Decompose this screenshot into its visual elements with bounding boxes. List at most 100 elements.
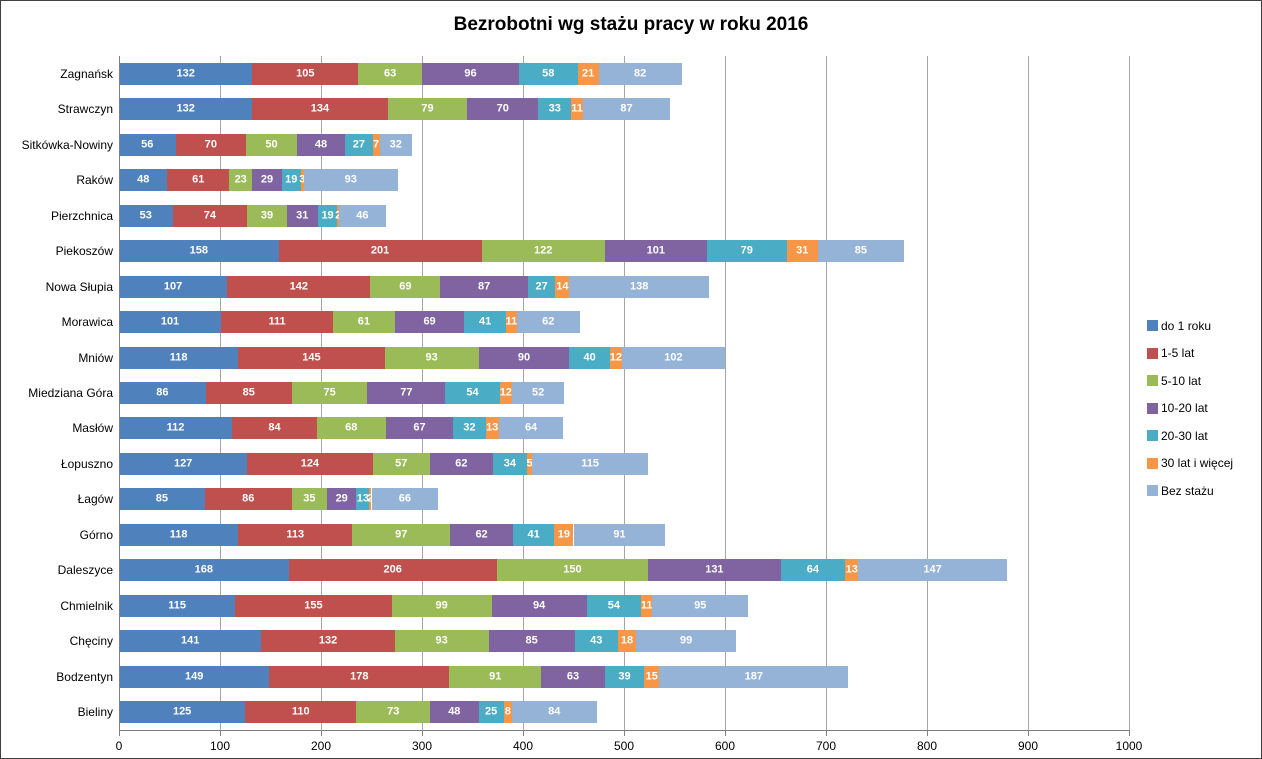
bar-segment: 62 bbox=[430, 452, 493, 475]
bar-segment: 61 bbox=[167, 169, 230, 192]
bar-segment: 70 bbox=[175, 133, 247, 156]
bar-segment: 23 bbox=[229, 169, 253, 192]
bar-segment: 62 bbox=[516, 311, 580, 334]
bar-segment: 132 bbox=[261, 630, 395, 653]
legend-item: do 1 roku bbox=[1147, 312, 1233, 340]
bar-segment: 147 bbox=[858, 559, 1007, 582]
bar-value-label: 118 bbox=[169, 528, 188, 541]
bar-value-label: 39 bbox=[618, 670, 631, 683]
legend-label: 30 lat i więcej bbox=[1161, 456, 1234, 471]
bar-segment: 79 bbox=[706, 240, 787, 263]
bar-segment: 15 bbox=[644, 665, 660, 688]
bar-segment: 61 bbox=[333, 311, 395, 334]
bar-segment: 94 bbox=[491, 594, 587, 617]
bar-segment: 50 bbox=[246, 133, 297, 156]
bar-value-label: 27 bbox=[535, 280, 548, 293]
bar-segment: 74 bbox=[172, 204, 248, 227]
bar-segment: 124 bbox=[247, 452, 373, 475]
bar-segment: 110 bbox=[245, 701, 357, 724]
x-axis-tick-label: 0 bbox=[115, 739, 123, 753]
category-label: Zagnańsk bbox=[60, 66, 113, 81]
bar-segment: 112 bbox=[119, 417, 233, 440]
y-axis-labels: Zagnańsk Strawczyn Sitkówka-Nowiny Raków Pie… bbox=[1, 56, 113, 730]
bar-segment: 39 bbox=[247, 204, 287, 227]
x-axis-tick bbox=[220, 731, 221, 736]
bar-value-label: 46 bbox=[356, 209, 369, 222]
legend-swatch-icon bbox=[1147, 320, 1158, 332]
bar-value-label: 91 bbox=[489, 670, 502, 683]
bar-value-label: 12 bbox=[609, 351, 623, 364]
bar-segment: 13 bbox=[485, 417, 499, 440]
bar-value-label: 54 bbox=[466, 386, 479, 399]
bar-value-label: 11 bbox=[505, 315, 518, 328]
bar-value-label: 41 bbox=[527, 528, 540, 541]
bar-value-label: 68 bbox=[345, 421, 358, 434]
category-label: Masłów bbox=[72, 421, 113, 436]
bar-value-label: 127 bbox=[173, 457, 193, 470]
bar-segment: 115 bbox=[532, 452, 649, 475]
bar-value-label: 91 bbox=[613, 528, 626, 541]
bar-segment: 70 bbox=[467, 98, 539, 121]
bar-segment: 32 bbox=[379, 133, 412, 156]
bar-segment: 11 bbox=[571, 98, 583, 121]
legend-label: Bez stażu bbox=[1161, 483, 1214, 498]
x-axis-tick bbox=[624, 731, 625, 736]
x-axis-tick-label: 300 bbox=[411, 739, 433, 753]
bar-value-label: 27 bbox=[352, 138, 365, 151]
bar-segment: 29 bbox=[252, 169, 282, 192]
bar-value-label: 34 bbox=[503, 457, 516, 470]
bar-segment: 5 bbox=[526, 452, 533, 475]
bar-value-label: 115 bbox=[168, 599, 186, 612]
bar-value-label: 31 bbox=[296, 209, 309, 222]
bar-segment: 132 bbox=[119, 98, 253, 121]
bar-segment: 27 bbox=[528, 275, 556, 298]
legend-label: 20-30 lat bbox=[1161, 428, 1208, 443]
category-label: Pierzchnica bbox=[50, 208, 113, 223]
bar-row: 101 111 61 69 41 11 62 bbox=[119, 311, 1129, 334]
category-label: Strawczyn bbox=[57, 102, 113, 117]
bar-value-label: 101 bbox=[160, 315, 180, 328]
bar-segment: 19 bbox=[554, 523, 574, 546]
x-axis-tick-label: 400 bbox=[512, 739, 534, 753]
legend-swatch-icon bbox=[1147, 347, 1158, 359]
bar-row: 85 86 35 29 13 2 66 bbox=[119, 488, 1129, 511]
x-axis-tick-label: 100 bbox=[209, 739, 231, 753]
bar-row: 112 84 68 67 32 13 64 bbox=[119, 417, 1129, 440]
bar-value-label: 155 bbox=[304, 599, 323, 612]
bar-value-label: 32 bbox=[463, 421, 476, 434]
x-axis-tick bbox=[523, 731, 524, 736]
legend-swatch-icon bbox=[1147, 457, 1158, 469]
bar-value-label: 48 bbox=[448, 705, 461, 718]
x-axis-tick bbox=[119, 731, 120, 736]
bar-segment: 149 bbox=[119, 665, 270, 688]
bar-segment: 145 bbox=[238, 346, 385, 369]
bar-row: 86 85 75 77 54 12 52 bbox=[119, 382, 1129, 404]
bar-value-label: 70 bbox=[204, 138, 218, 151]
x-axis-tick bbox=[826, 731, 827, 736]
bar-segment: 155 bbox=[235, 594, 392, 617]
bar-segment: 67 bbox=[385, 417, 454, 440]
bar-value-label: 112 bbox=[166, 421, 185, 434]
bar-value-label: 70 bbox=[496, 102, 509, 115]
category-label: Morawica bbox=[61, 315, 113, 330]
bar-segment: 93 bbox=[394, 630, 489, 653]
bar-value-label: 168 bbox=[194, 563, 214, 576]
bar-value-label: 11 bbox=[640, 599, 653, 612]
bar-value-label: 48 bbox=[137, 173, 150, 186]
bar-row: 115 155 99 94 54 11 95 bbox=[119, 594, 1129, 617]
bar-segment: 12 bbox=[609, 346, 623, 369]
bar-segment: 101 bbox=[119, 311, 221, 334]
bar-value-label: 82 bbox=[634, 67, 647, 80]
legend-item: 10-20 lat bbox=[1147, 395, 1233, 423]
bar-value-label: 7 bbox=[372, 138, 380, 151]
bar-value-label: 5 bbox=[526, 457, 533, 470]
bar-value-label: 84 bbox=[548, 705, 561, 718]
bar-segment: 168 bbox=[119, 559, 289, 582]
bar-segment: 54 bbox=[445, 382, 500, 404]
bar-segment: 19 bbox=[317, 204, 338, 227]
bar-value-label: 62 bbox=[455, 457, 468, 470]
bar-segment: 87 bbox=[440, 275, 529, 298]
bar-value-label: 150 bbox=[563, 563, 582, 576]
bar-value-label: 134 bbox=[310, 102, 330, 115]
bar-segment: 58 bbox=[518, 62, 578, 85]
